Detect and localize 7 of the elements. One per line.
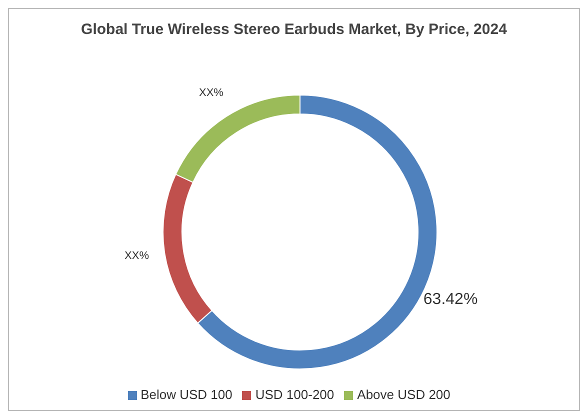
chart-title: Global True Wireless Stereo Earbuds Market, By Price, 2024 (80, 20, 508, 38)
data-label: XX% (124, 250, 150, 262)
legend-label: Above USD 200 (357, 387, 450, 402)
legend-label: USD 100-200 (255, 387, 334, 402)
data-label: XX% (199, 86, 224, 99)
data-label: 63.42% (423, 291, 478, 308)
legend-label: Below USD 100 (140, 387, 232, 402)
